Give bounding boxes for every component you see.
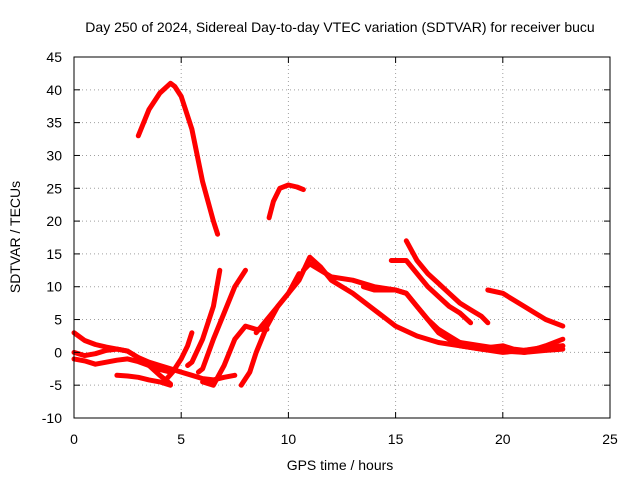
y-axis-label: SDTVAR / TECUs [7,181,23,293]
chart-title: Day 250 of 2024, Sidereal Day-to-day VTE… [85,19,594,35]
x-axis-label: GPS time / hours [287,457,394,473]
y-tick-label: 20 [46,213,62,229]
y-tick-label: 35 [46,115,62,131]
y-tick-label: -5 [50,377,63,393]
x-tick-label: 5 [177,431,185,447]
y-tick-label: 45 [46,49,62,65]
y-tick-label: 0 [54,344,62,360]
series-arc-17 [485,287,566,329]
series-arc-9 [195,267,248,375]
series-arc-1 [135,80,221,237]
y-tick-label: 40 [46,82,62,98]
y-tick-label: 25 [46,180,62,196]
series-arc-7 [161,330,195,385]
series-arc-18 [446,336,566,353]
series-arc-16 [388,258,474,326]
x-tick-label: 10 [281,431,297,447]
series-arc-8 [185,267,223,368]
y-tick-label: 30 [46,147,62,163]
x-tick-label: 0 [70,431,78,447]
axis-ticks: 0 5 10 15 20 25 -10 -5 0 5 10 15 20 25 30 35 40 45 [42,49,618,447]
x-tick-label: 15 [388,431,404,447]
y-tick-label: 15 [46,246,62,262]
y-tick-label: 5 [54,312,62,328]
y-tick-label: -10 [42,410,62,426]
y-tick-label: 10 [46,279,62,295]
data-traces [71,80,566,388]
x-tick-label: 20 [495,431,511,447]
series-arc-5 [71,356,173,375]
plot-frame [73,56,611,419]
series-arc-15 [403,238,491,326]
series-arc-3 [71,330,238,383]
x-tick-label: 25 [602,431,618,447]
series-arc-4 [71,346,173,387]
series-arc-2 [266,182,306,221]
